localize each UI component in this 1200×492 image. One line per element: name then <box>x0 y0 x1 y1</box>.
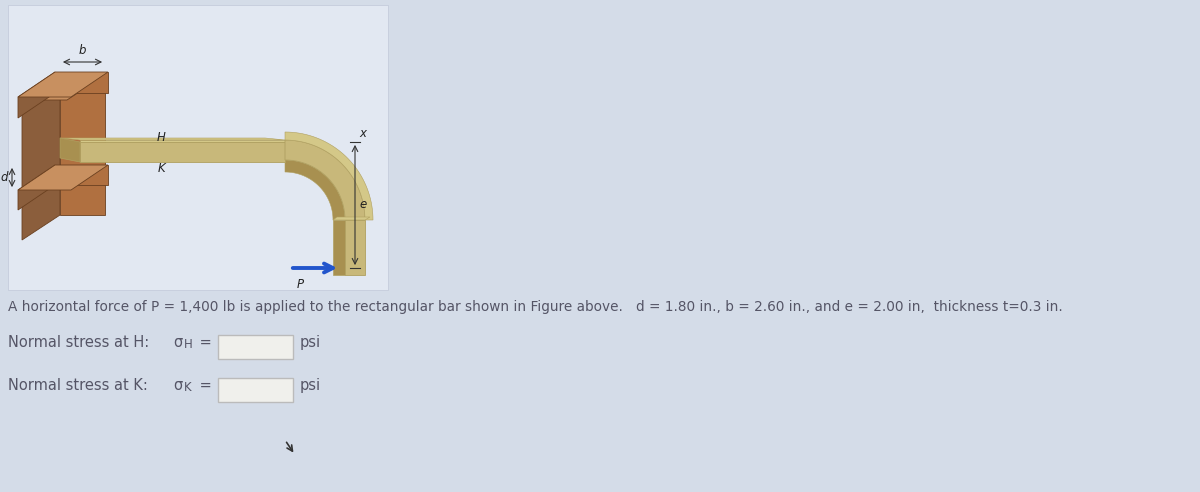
Text: K: K <box>158 162 166 175</box>
Text: =: = <box>194 378 211 393</box>
Text: e: e <box>359 198 366 212</box>
Polygon shape <box>18 72 55 118</box>
Text: psi: psi <box>300 378 322 393</box>
Polygon shape <box>22 75 60 240</box>
Text: σ: σ <box>173 335 182 350</box>
Text: P: P <box>296 278 304 291</box>
Text: H: H <box>184 338 193 351</box>
Text: σ: σ <box>173 378 182 393</box>
Bar <box>8 5 388 290</box>
Text: K: K <box>184 381 192 394</box>
Polygon shape <box>334 217 370 220</box>
Polygon shape <box>286 132 373 220</box>
Bar <box>218 335 293 359</box>
Text: x: x <box>359 127 366 140</box>
Polygon shape <box>80 140 286 142</box>
Text: Normal stress at H:: Normal stress at H: <box>8 335 154 350</box>
Text: H: H <box>157 131 166 144</box>
Polygon shape <box>334 220 346 275</box>
Polygon shape <box>60 138 286 140</box>
Polygon shape <box>60 138 80 162</box>
Polygon shape <box>286 160 346 220</box>
Polygon shape <box>18 165 108 190</box>
Text: d: d <box>0 171 8 184</box>
Bar <box>218 378 293 402</box>
Text: Normal stress at K:: Normal stress at K: <box>8 378 157 393</box>
Polygon shape <box>60 75 106 215</box>
Text: b: b <box>79 44 86 57</box>
Polygon shape <box>18 165 55 210</box>
Polygon shape <box>22 75 106 100</box>
Polygon shape <box>286 140 365 220</box>
Polygon shape <box>18 72 108 97</box>
Polygon shape <box>80 142 286 162</box>
Polygon shape <box>55 165 108 185</box>
Polygon shape <box>346 220 365 275</box>
Text: =: = <box>194 335 211 350</box>
Text: psi: psi <box>300 335 322 350</box>
Polygon shape <box>55 72 108 93</box>
Text: A horizontal force of P = 1,400 lb is applied to the rectangular bar shown in Fi: A horizontal force of P = 1,400 lb is ap… <box>8 300 1063 314</box>
